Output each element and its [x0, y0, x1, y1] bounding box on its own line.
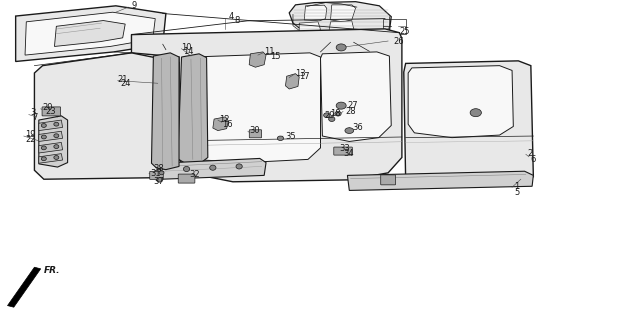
FancyBboxPatch shape — [42, 107, 61, 116]
Polygon shape — [16, 6, 166, 61]
Ellipse shape — [336, 44, 346, 51]
Ellipse shape — [54, 122, 59, 126]
Polygon shape — [39, 142, 63, 153]
Ellipse shape — [277, 136, 284, 140]
Ellipse shape — [183, 166, 190, 172]
Text: 10: 10 — [182, 43, 192, 52]
Polygon shape — [347, 171, 533, 190]
Polygon shape — [184, 53, 321, 163]
Polygon shape — [404, 61, 533, 186]
Text: 27: 27 — [347, 100, 358, 109]
Polygon shape — [329, 21, 354, 35]
FancyBboxPatch shape — [150, 172, 163, 180]
Text: 29: 29 — [324, 111, 335, 120]
Text: 35: 35 — [285, 132, 295, 140]
Text: 3: 3 — [30, 108, 36, 117]
Text: 15: 15 — [270, 52, 281, 60]
Ellipse shape — [336, 102, 346, 109]
Text: 21: 21 — [118, 75, 128, 84]
Ellipse shape — [41, 135, 46, 139]
FancyBboxPatch shape — [178, 174, 195, 183]
Ellipse shape — [470, 109, 481, 117]
Polygon shape — [131, 29, 402, 182]
Polygon shape — [299, 22, 321, 33]
Text: FR.: FR. — [44, 266, 60, 275]
Text: 36: 36 — [352, 123, 362, 132]
Polygon shape — [160, 158, 266, 179]
Ellipse shape — [41, 146, 46, 150]
Text: 1: 1 — [515, 182, 520, 191]
Polygon shape — [151, 53, 179, 170]
Text: 11: 11 — [264, 47, 275, 56]
Text: 4: 4 — [228, 12, 233, 20]
Text: 8: 8 — [235, 16, 240, 25]
Text: 13: 13 — [295, 68, 306, 77]
Text: 18: 18 — [331, 109, 341, 118]
Text: 31: 31 — [150, 169, 161, 178]
Ellipse shape — [210, 165, 216, 170]
Text: 30: 30 — [249, 126, 260, 135]
Text: 16: 16 — [222, 120, 233, 129]
Text: 24: 24 — [120, 79, 131, 88]
Ellipse shape — [345, 128, 354, 133]
Text: 22: 22 — [25, 135, 36, 144]
Text: 37: 37 — [153, 177, 164, 186]
Text: 7: 7 — [33, 113, 38, 122]
Text: 6: 6 — [531, 155, 536, 164]
Ellipse shape — [236, 164, 242, 169]
Ellipse shape — [159, 171, 164, 175]
Polygon shape — [289, 2, 391, 42]
Text: 32: 32 — [189, 170, 200, 179]
FancyBboxPatch shape — [381, 175, 396, 185]
Ellipse shape — [54, 145, 59, 148]
Text: 25: 25 — [399, 27, 410, 36]
Ellipse shape — [41, 157, 46, 161]
Polygon shape — [331, 5, 356, 22]
Polygon shape — [408, 66, 513, 138]
Text: 23: 23 — [45, 107, 56, 116]
Polygon shape — [304, 5, 327, 21]
Polygon shape — [39, 131, 63, 141]
Polygon shape — [8, 267, 41, 307]
Polygon shape — [25, 12, 155, 55]
Ellipse shape — [324, 113, 330, 118]
Text: 9: 9 — [131, 1, 136, 10]
Polygon shape — [39, 120, 63, 131]
Polygon shape — [39, 116, 68, 167]
Text: 26: 26 — [393, 36, 404, 45]
Polygon shape — [54, 20, 125, 46]
FancyBboxPatch shape — [334, 147, 352, 155]
Ellipse shape — [156, 178, 163, 182]
Text: 17: 17 — [299, 72, 310, 81]
Polygon shape — [178, 54, 208, 163]
Polygon shape — [34, 53, 179, 179]
FancyBboxPatch shape — [249, 130, 262, 138]
Ellipse shape — [54, 134, 59, 138]
Polygon shape — [285, 74, 299, 89]
Ellipse shape — [54, 156, 59, 159]
Ellipse shape — [329, 117, 335, 122]
Text: 20: 20 — [43, 103, 53, 112]
Text: 12: 12 — [219, 115, 230, 124]
Text: 5: 5 — [515, 188, 520, 196]
Polygon shape — [321, 52, 391, 141]
Polygon shape — [249, 52, 266, 67]
Text: 28: 28 — [346, 107, 356, 116]
Ellipse shape — [41, 124, 46, 127]
Polygon shape — [39, 154, 63, 163]
Text: 19: 19 — [25, 130, 36, 139]
Ellipse shape — [335, 111, 341, 116]
Text: 14: 14 — [183, 47, 193, 56]
Text: 38: 38 — [153, 164, 164, 173]
Text: 34: 34 — [343, 149, 354, 158]
Text: 33: 33 — [339, 144, 350, 153]
Polygon shape — [213, 117, 228, 131]
Text: 2: 2 — [527, 149, 532, 158]
